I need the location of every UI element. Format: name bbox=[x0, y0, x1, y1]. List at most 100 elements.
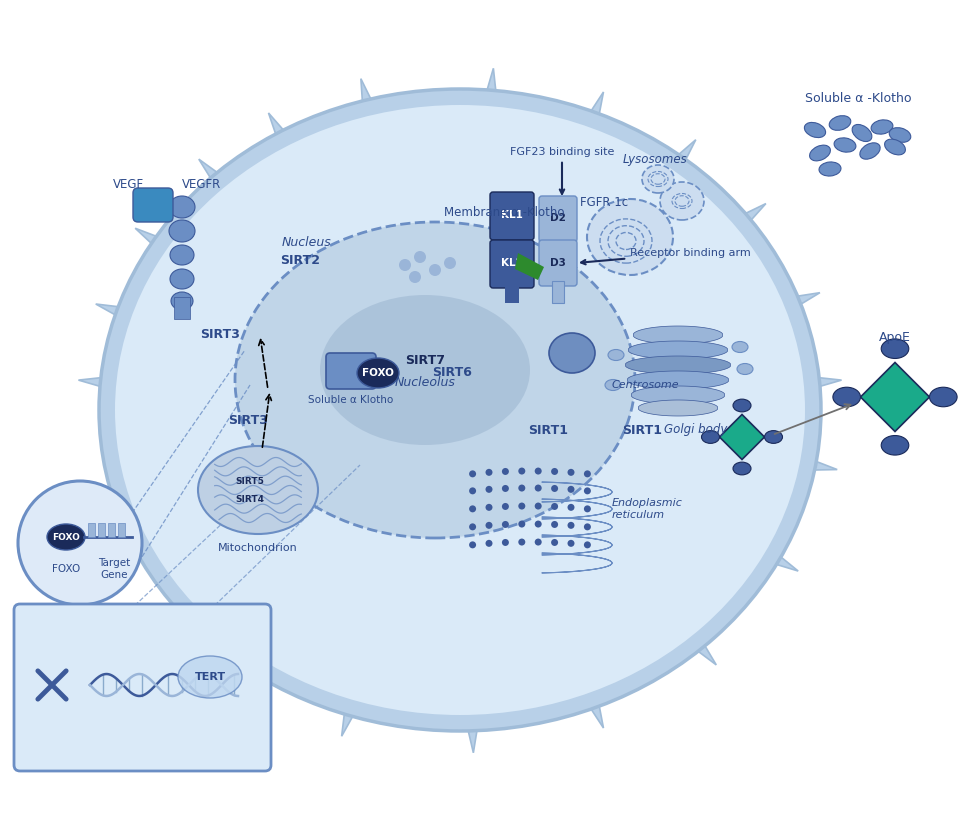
Text: Receptor binding arm: Receptor binding arm bbox=[581, 248, 751, 264]
Polygon shape bbox=[483, 68, 497, 106]
Text: Nucleolus: Nucleolus bbox=[395, 375, 455, 389]
Text: FGF23 binding site: FGF23 binding site bbox=[510, 147, 614, 194]
Text: Target
Gene: Target Gene bbox=[98, 559, 130, 580]
Bar bbox=[118, 523, 125, 537]
Polygon shape bbox=[515, 253, 544, 280]
Text: FOXO: FOXO bbox=[52, 564, 80, 574]
Circle shape bbox=[534, 502, 542, 510]
Polygon shape bbox=[199, 159, 230, 192]
Circle shape bbox=[519, 502, 526, 510]
Circle shape bbox=[486, 522, 492, 529]
Ellipse shape bbox=[860, 143, 880, 159]
Ellipse shape bbox=[929, 387, 957, 407]
Circle shape bbox=[502, 503, 509, 510]
Text: Membrane α -Klotho: Membrane α -Klotho bbox=[444, 206, 565, 219]
Ellipse shape bbox=[171, 292, 193, 310]
Circle shape bbox=[18, 481, 142, 605]
Bar bbox=[98, 523, 105, 537]
Circle shape bbox=[567, 469, 574, 476]
Bar bbox=[505, 283, 519, 303]
Text: VEGFR: VEGFR bbox=[182, 178, 221, 191]
Bar bbox=[552, 281, 564, 303]
Text: Soluble α Klotho: Soluble α Klotho bbox=[308, 395, 394, 405]
Ellipse shape bbox=[764, 431, 783, 443]
Circle shape bbox=[469, 541, 476, 549]
Ellipse shape bbox=[881, 436, 909, 455]
Text: Mitochondrion: Mitochondrion bbox=[218, 543, 298, 553]
Polygon shape bbox=[632, 386, 724, 404]
Polygon shape bbox=[782, 293, 820, 313]
Text: KL2: KL2 bbox=[501, 258, 523, 268]
Circle shape bbox=[502, 485, 509, 492]
Text: SIRT6: SIRT6 bbox=[432, 366, 472, 380]
Ellipse shape bbox=[99, 89, 821, 731]
FancyBboxPatch shape bbox=[490, 240, 534, 288]
Polygon shape bbox=[731, 204, 766, 233]
Ellipse shape bbox=[834, 138, 856, 152]
Ellipse shape bbox=[169, 220, 195, 242]
Ellipse shape bbox=[829, 116, 851, 130]
Circle shape bbox=[469, 488, 476, 494]
Circle shape bbox=[567, 540, 574, 547]
Text: SIRT1: SIRT1 bbox=[528, 423, 568, 436]
Circle shape bbox=[567, 504, 574, 511]
Circle shape bbox=[551, 503, 558, 510]
Polygon shape bbox=[685, 632, 717, 665]
Text: TERT: TERT bbox=[194, 672, 225, 682]
Circle shape bbox=[519, 521, 526, 527]
Circle shape bbox=[534, 468, 542, 474]
Polygon shape bbox=[582, 690, 604, 728]
Circle shape bbox=[567, 522, 574, 529]
Circle shape bbox=[469, 470, 476, 478]
Ellipse shape bbox=[178, 656, 242, 698]
Ellipse shape bbox=[357, 358, 399, 388]
Text: SIRT4: SIRT4 bbox=[236, 496, 264, 505]
Polygon shape bbox=[803, 376, 841, 391]
Ellipse shape bbox=[549, 333, 595, 373]
Ellipse shape bbox=[881, 339, 909, 359]
Text: Lysosomes: Lysosomes bbox=[623, 153, 687, 166]
Polygon shape bbox=[639, 400, 718, 416]
FancyBboxPatch shape bbox=[326, 353, 376, 389]
FancyBboxPatch shape bbox=[14, 604, 271, 771]
Circle shape bbox=[399, 259, 411, 271]
Ellipse shape bbox=[732, 342, 748, 352]
Polygon shape bbox=[361, 78, 378, 117]
Polygon shape bbox=[136, 229, 172, 255]
Ellipse shape bbox=[605, 380, 621, 390]
Ellipse shape bbox=[701, 431, 720, 443]
Circle shape bbox=[534, 521, 542, 527]
Polygon shape bbox=[634, 326, 722, 344]
Ellipse shape bbox=[809, 145, 831, 161]
Text: SIRT7: SIRT7 bbox=[405, 353, 445, 366]
Ellipse shape bbox=[733, 399, 751, 412]
Circle shape bbox=[584, 541, 591, 549]
Text: ApoE: ApoE bbox=[879, 331, 911, 343]
FancyBboxPatch shape bbox=[539, 240, 577, 286]
Polygon shape bbox=[105, 517, 143, 539]
Circle shape bbox=[429, 264, 441, 276]
Circle shape bbox=[551, 485, 558, 492]
Ellipse shape bbox=[608, 350, 624, 361]
Text: Centrosome: Centrosome bbox=[612, 380, 680, 390]
FancyBboxPatch shape bbox=[490, 192, 534, 240]
Text: Golgi body: Golgi body bbox=[664, 422, 727, 436]
Text: SIRT3: SIRT3 bbox=[228, 413, 268, 427]
Ellipse shape bbox=[737, 364, 753, 375]
Text: VEGF: VEGF bbox=[112, 178, 143, 191]
Circle shape bbox=[469, 506, 476, 512]
Circle shape bbox=[534, 539, 542, 545]
Ellipse shape bbox=[884, 139, 906, 155]
Polygon shape bbox=[542, 517, 612, 537]
Ellipse shape bbox=[833, 387, 861, 407]
FancyBboxPatch shape bbox=[133, 188, 173, 222]
Text: SIRT3: SIRT3 bbox=[200, 328, 240, 342]
Circle shape bbox=[551, 539, 558, 546]
Ellipse shape bbox=[320, 295, 530, 445]
Ellipse shape bbox=[804, 122, 826, 138]
Text: Endoplasmic
reticulum: Endoplasmic reticulum bbox=[612, 498, 682, 520]
Polygon shape bbox=[626, 356, 730, 374]
Text: SIRT5: SIRT5 bbox=[236, 478, 264, 487]
Ellipse shape bbox=[170, 245, 194, 265]
Ellipse shape bbox=[733, 462, 751, 475]
